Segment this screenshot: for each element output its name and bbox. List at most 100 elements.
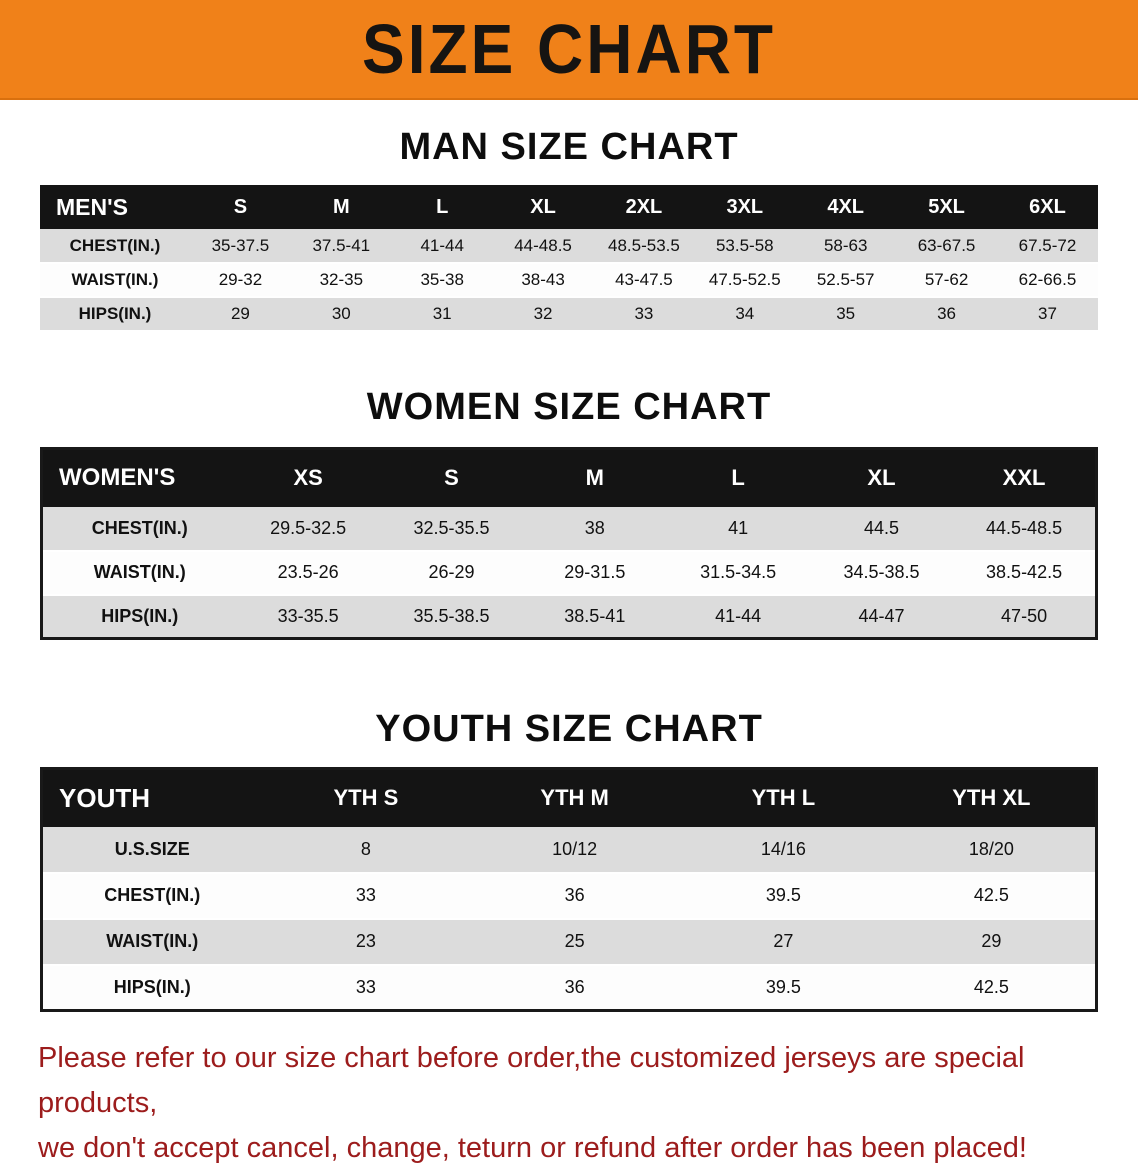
size-value: 18/20 xyxy=(887,826,1097,873)
table-row: HIPS(IN.) 29 30 31 32 33 34 35 36 37 xyxy=(40,297,1098,331)
column-header-2xl: 2XL xyxy=(593,185,695,229)
size-value: 37 xyxy=(997,297,1098,331)
column-header-xxl: XXL xyxy=(953,448,1097,507)
section-youth-size-chart: YOUTH SIZE CHART YOUTH YTH S YTH M YTH L YTH… xyxy=(0,708,1138,1012)
youth-section-heading: YOUTH SIZE CHART xyxy=(375,708,763,750)
row-label: HIPS(IN.) xyxy=(41,594,237,639)
table-row: WAIST(IN.) 23 25 27 29 xyxy=(41,918,1097,965)
size-value: 30 xyxy=(290,297,392,331)
row-label: CHEST(IN.) xyxy=(41,506,237,551)
page-title: SIZE CHART xyxy=(362,10,776,88)
table-row: CHEST(IN.) 35-37.5 37.5-41 41-44 44-48.5 48.5… xyxy=(40,229,1098,263)
disclaimer-line-1: Please refer to our size chart before or… xyxy=(38,1042,1025,1119)
size-value: 38-43 xyxy=(492,263,594,297)
size-value: 32.5-35.5 xyxy=(379,506,524,551)
size-value: 34 xyxy=(694,297,796,331)
size-value: 67.5-72 xyxy=(997,229,1098,263)
size-value: 62-66.5 xyxy=(997,263,1098,297)
size-value: 33-35.5 xyxy=(236,594,380,639)
size-value: 53.5-58 xyxy=(694,229,796,263)
size-value: 27 xyxy=(679,918,888,965)
size-value: 58-63 xyxy=(795,229,897,263)
size-value: 43-47.5 xyxy=(593,263,695,297)
column-header-yth-s: YTH S xyxy=(261,768,471,827)
size-value: 29.5-32.5 xyxy=(236,506,380,551)
size-value: 41-44 xyxy=(666,594,810,639)
women-size-table: WOMEN'S XS S M L XL XXL CHEST(IN.) 29.5-32.5 32.5… xyxy=(40,447,1098,640)
youth-size-table-container: YOUTH YTH S YTH M YTH L YTH XL U.S.SIZE 8 10/12… xyxy=(40,767,1098,1012)
size-value: 41-44 xyxy=(391,229,493,263)
size-value: 39.5 xyxy=(679,964,888,1011)
size-value: 35 xyxy=(795,297,897,331)
table-row: CHEST(IN.) 29.5-32.5 32.5-35.5 38 41 44.5 44.5… xyxy=(41,506,1097,551)
size-value: 31.5-34.5 xyxy=(666,550,810,595)
size-value: 44-47 xyxy=(809,594,954,639)
size-value: 63-67.5 xyxy=(896,229,997,263)
size-value: 36 xyxy=(470,872,679,919)
column-header-m: M xyxy=(523,448,667,507)
women-size-table-container: WOMEN'S XS S M L XL XXL CHEST(IN.) 29.5-32.5 32.5… xyxy=(40,447,1098,640)
column-header-6xl: 6XL xyxy=(997,185,1098,229)
men-size-table: MEN'S S M L XL 2XL 3XL 4XL 5XL 6XL CHEST(IN.) 35-37… xyxy=(40,185,1098,332)
section-women-size-chart: WOMEN SIZE CHART WOMEN'S XS S M L XL XXL CHEST(… xyxy=(0,386,1138,640)
size-value: 35-37.5 xyxy=(190,229,291,263)
size-value: 33 xyxy=(261,872,471,919)
column-header-s: S xyxy=(379,448,524,507)
size-value: 37.5-41 xyxy=(290,229,392,263)
men-table-title: MEN'S xyxy=(40,185,190,229)
column-header-m: M xyxy=(290,185,392,229)
size-value: 47-50 xyxy=(953,594,1097,639)
table-row: WAIST(IN.) 23.5-26 26-29 29-31.5 31.5-34.5 34… xyxy=(41,550,1097,595)
size-value: 33 xyxy=(593,297,695,331)
size-chart-banner: SIZE CHART xyxy=(0,0,1138,100)
men-size-table-container: MEN'S S M L XL 2XL 3XL 4XL 5XL 6XL CHEST(IN.) 35-37… xyxy=(40,185,1098,332)
column-header-yth-l: YTH L xyxy=(679,768,888,827)
column-header-l: L xyxy=(666,448,810,507)
size-value: 36 xyxy=(896,297,997,331)
size-value: 8 xyxy=(261,826,471,873)
header-row: WOMEN'S XS S M L XL XXL xyxy=(41,448,1097,507)
column-header-xs: XS xyxy=(236,448,380,507)
size-value: 32 xyxy=(492,297,594,331)
size-value: 23.5-26 xyxy=(236,550,380,595)
size-value: 35.5-38.5 xyxy=(379,594,524,639)
size-value: 29 xyxy=(887,918,1097,965)
youth-size-table: YOUTH YTH S YTH M YTH L YTH XL U.S.SIZE 8 10/12… xyxy=(40,767,1098,1012)
column-header-5xl: 5XL xyxy=(896,185,997,229)
size-value: 36 xyxy=(470,964,679,1011)
size-value: 32-35 xyxy=(290,263,392,297)
row-label: WAIST(IN.) xyxy=(40,263,190,297)
size-value: 34.5-38.5 xyxy=(809,550,954,595)
column-header-4xl: 4XL xyxy=(795,185,897,229)
women-table-title: WOMEN'S xyxy=(41,448,237,507)
row-label: HIPS(IN.) xyxy=(40,297,190,331)
size-value: 10/12 xyxy=(470,826,679,873)
size-value: 44.5 xyxy=(809,506,954,551)
header-row: MEN'S S M L XL 2XL 3XL 4XL 5XL 6XL xyxy=(40,185,1098,229)
table-row: U.S.SIZE 8 10/12 14/16 18/20 xyxy=(41,826,1097,873)
row-label: U.S.SIZE xyxy=(41,826,262,873)
size-value: 44-48.5 xyxy=(492,229,594,263)
table-row: WAIST(IN.) 29-32 32-35 35-38 38-43 43-47.5 47.… xyxy=(40,263,1098,297)
size-value: 31 xyxy=(391,297,493,331)
column-header-3xl: 3XL xyxy=(694,185,796,229)
header-row: YOUTH YTH S YTH M YTH L YTH XL xyxy=(41,768,1097,827)
size-value: 39.5 xyxy=(679,872,888,919)
size-value: 35-38 xyxy=(391,263,493,297)
table-row: HIPS(IN.) 33 36 39.5 42.5 xyxy=(41,964,1097,1011)
row-label: WAIST(IN.) xyxy=(41,550,237,595)
size-value: 41 xyxy=(666,506,810,551)
size-value: 42.5 xyxy=(887,872,1097,919)
size-value: 38.5-42.5 xyxy=(953,550,1097,595)
column-header-yth-xl: YTH XL xyxy=(887,768,1097,827)
disclaimer-line-2: we don't accept cancel, change, teturn o… xyxy=(38,1131,1027,1164)
size-value: 25 xyxy=(470,918,679,965)
size-value: 57-62 xyxy=(896,263,997,297)
size-value: 52.5-57 xyxy=(795,263,897,297)
size-value: 29-31.5 xyxy=(523,550,667,595)
size-value: 38 xyxy=(523,506,667,551)
column-header-l: L xyxy=(391,185,493,229)
youth-table-title: YOUTH xyxy=(41,768,262,827)
size-value: 47.5-52.5 xyxy=(694,263,796,297)
column-header-yth-m: YTH M xyxy=(470,768,679,827)
